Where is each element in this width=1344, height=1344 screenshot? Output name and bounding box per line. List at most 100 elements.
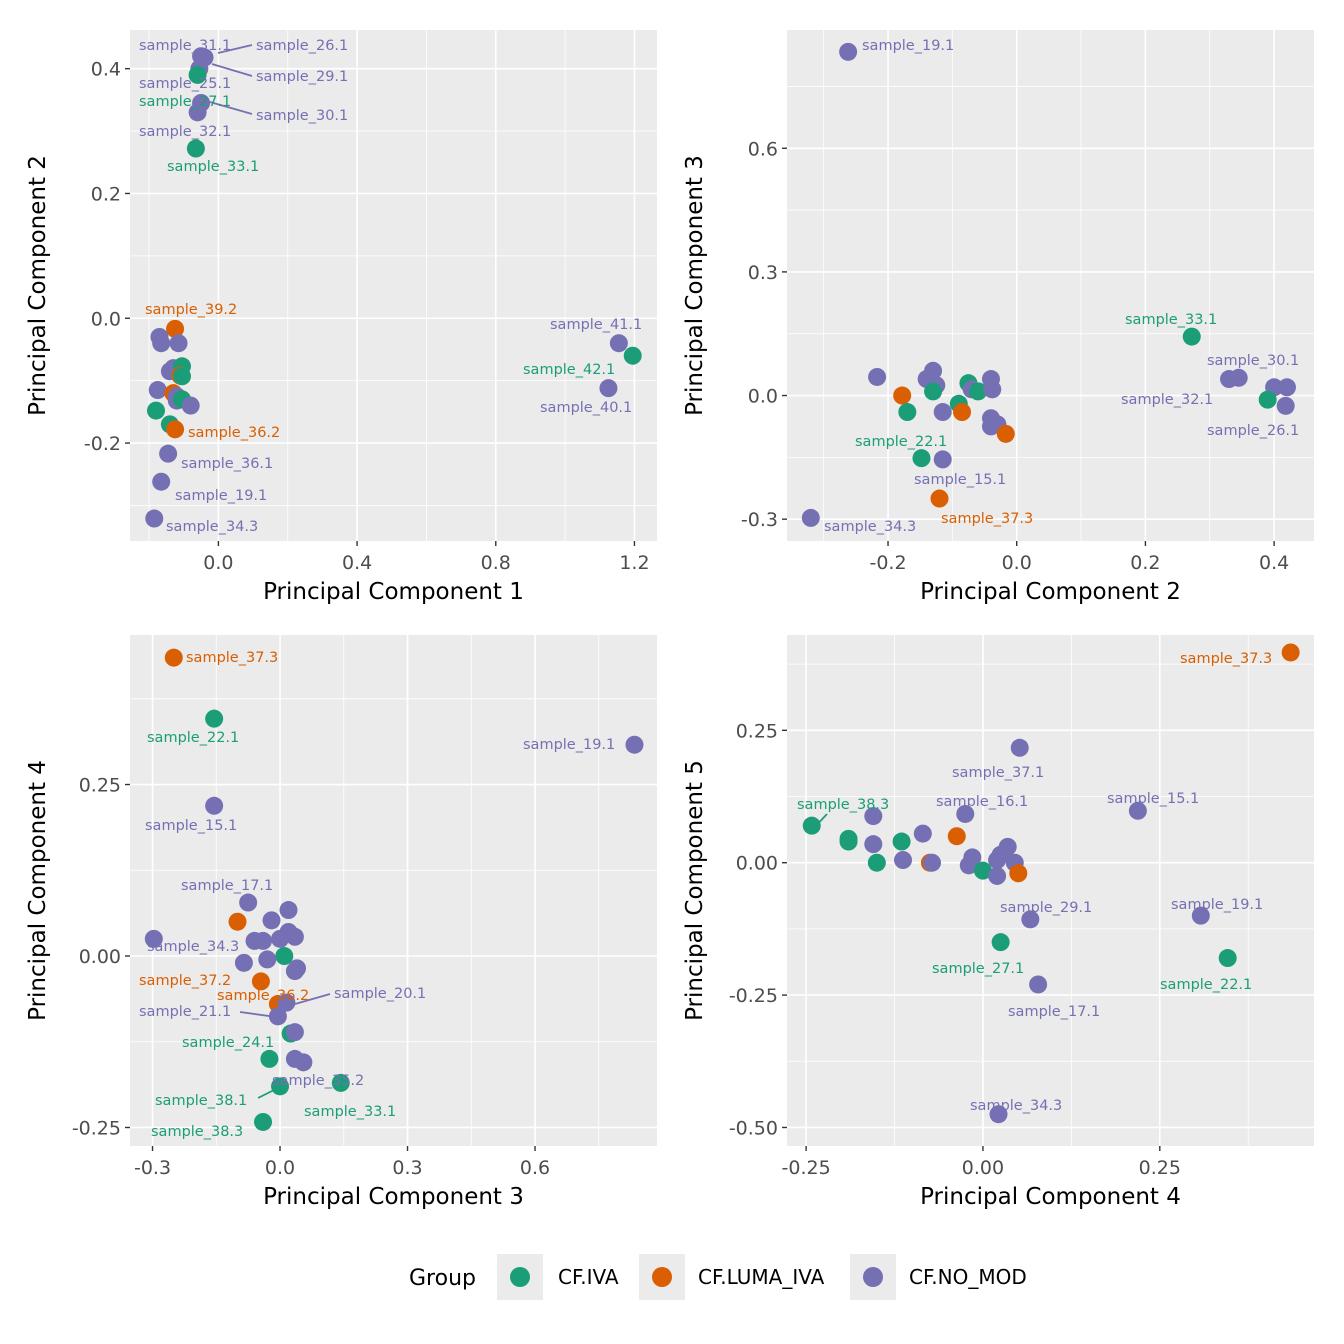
point-label: sample_40.1 bbox=[540, 400, 632, 416]
y-tick-label: -0.2 bbox=[84, 433, 121, 455]
legend-swatch bbox=[510, 1267, 530, 1287]
data-point bbox=[1258, 390, 1277, 409]
point-label: sample_41.1 bbox=[550, 317, 642, 333]
panel-2: -0.2 0.0 0.2 0.4 -0.3 0.0 0.3 0.6 Principal Comp… bbox=[682, 30, 1314, 605]
point-label: sample_34.3 bbox=[147, 939, 239, 955]
y-tick-label: 0.00 bbox=[736, 853, 778, 875]
y-tick-label: 0.3 bbox=[748, 262, 778, 284]
data-point bbox=[173, 367, 192, 386]
data-point bbox=[166, 420, 185, 439]
x-tick-label: 0.2 bbox=[1130, 552, 1160, 574]
plot-background bbox=[787, 30, 1314, 541]
point-label: sample_17.1 bbox=[1008, 1004, 1100, 1020]
point-label: sample_35.2 bbox=[272, 1073, 364, 1089]
data-point bbox=[145, 509, 164, 528]
y-tick-label: -0.50 bbox=[729, 1117, 778, 1139]
data-point bbox=[275, 947, 294, 966]
data-point bbox=[144, 929, 163, 948]
data-point bbox=[1029, 975, 1048, 994]
data-point bbox=[898, 403, 917, 422]
data-points bbox=[144, 648, 644, 1131]
data-point bbox=[933, 450, 952, 469]
x-tick-label: 0.25 bbox=[1139, 1157, 1181, 1179]
data-point bbox=[1229, 368, 1248, 387]
data-point bbox=[1128, 801, 1147, 820]
legend-title: Group bbox=[409, 1266, 476, 1291]
data-point bbox=[625, 735, 644, 754]
data-point bbox=[930, 489, 949, 508]
legend-label: CF.IVA bbox=[558, 1265, 619, 1289]
data-point bbox=[623, 346, 642, 365]
data-point bbox=[956, 804, 975, 823]
y-tick-label: 0.2 bbox=[91, 183, 121, 205]
data-point bbox=[147, 401, 166, 420]
data-point bbox=[802, 816, 821, 835]
panel-1: 0.0 0.4 0.8 1.2 -0.2 0.0 0.2 0.4 Principal Compo… bbox=[25, 30, 657, 605]
y-tick-label: 0.6 bbox=[748, 138, 778, 160]
point-label: sample_22.1 bbox=[147, 730, 239, 746]
y-tick-label: 0.25 bbox=[79, 775, 121, 797]
data-point bbox=[981, 417, 1000, 436]
point-label: sample_34.3 bbox=[970, 1098, 1062, 1114]
point-label: sample_31.1 bbox=[139, 38, 231, 54]
point-label: sample_38.3 bbox=[797, 797, 889, 813]
data-point bbox=[1218, 949, 1237, 968]
data-point bbox=[260, 1049, 279, 1068]
x-axis-title: Principal Component 2 bbox=[920, 579, 1181, 605]
data-point bbox=[1010, 738, 1029, 757]
x-tick-label: 0.0 bbox=[1002, 552, 1032, 574]
point-label: sample_37.3 bbox=[1180, 651, 1272, 667]
point-label: sample_19.1 bbox=[523, 737, 615, 753]
x-tick-label: 0.0 bbox=[203, 552, 233, 574]
legend-item: CF.NO_MOD bbox=[850, 1254, 1027, 1300]
point-label: sample_34.3 bbox=[166, 519, 258, 535]
data-point bbox=[973, 861, 992, 880]
point-label: sample_15.1 bbox=[1107, 791, 1199, 807]
x-axis-title: Principal Component 3 bbox=[263, 1184, 524, 1210]
x-tick-label: 0.4 bbox=[342, 552, 372, 574]
data-point bbox=[924, 361, 943, 380]
x-tick-label: -0.2 bbox=[869, 552, 906, 574]
x-tick-label: 0.3 bbox=[392, 1157, 422, 1179]
data-point bbox=[331, 1073, 350, 1092]
data-point bbox=[988, 866, 1007, 885]
point-label: sample_32.1 bbox=[1121, 392, 1213, 408]
point-label: sample_19.1 bbox=[175, 488, 267, 504]
data-point bbox=[239, 893, 258, 912]
point-label: sample_16.1 bbox=[936, 794, 1028, 810]
data-point bbox=[159, 444, 178, 463]
point-label: sample_22.1 bbox=[1160, 977, 1252, 993]
data-point bbox=[864, 835, 883, 854]
data-point bbox=[1277, 378, 1296, 397]
point-label: sample_27.1 bbox=[932, 961, 1024, 977]
data-point bbox=[801, 508, 820, 527]
legend-label: CF.NO_MOD bbox=[909, 1265, 1027, 1289]
point-label: sample_36.1 bbox=[181, 456, 273, 472]
y-tick-label: -0.25 bbox=[72, 1117, 121, 1139]
data-point bbox=[989, 1105, 1008, 1124]
data-point bbox=[1182, 327, 1201, 346]
label-leader-line bbox=[257, 1089, 275, 1099]
point-label: sample_26.1 bbox=[1207, 423, 1299, 439]
gridlines bbox=[787, 30, 1314, 541]
data-point bbox=[894, 851, 913, 870]
point-label: sample_37.3 bbox=[186, 650, 278, 666]
y-axis-title: Principal Component 5 bbox=[682, 760, 708, 1021]
data-points bbox=[802, 643, 1300, 1124]
data-point bbox=[947, 827, 966, 846]
plot-background bbox=[787, 635, 1314, 1146]
data-point bbox=[188, 103, 207, 122]
x-tick-label: 0.6 bbox=[520, 1157, 550, 1179]
data-point bbox=[991, 933, 1010, 952]
point-label: sample_21.1 bbox=[139, 1004, 231, 1020]
data-point bbox=[254, 931, 273, 950]
point-label: sample_36.2 bbox=[217, 988, 309, 1004]
data-point bbox=[181, 396, 200, 415]
x-tick-label: 1.2 bbox=[619, 552, 649, 574]
data-point bbox=[1021, 910, 1040, 929]
legend-label: CF.LUMA_IVA bbox=[698, 1265, 825, 1289]
x-tick-label: 0.4 bbox=[1259, 552, 1289, 574]
data-point bbox=[279, 901, 298, 920]
data-point bbox=[169, 334, 188, 353]
data-point bbox=[294, 1053, 313, 1072]
